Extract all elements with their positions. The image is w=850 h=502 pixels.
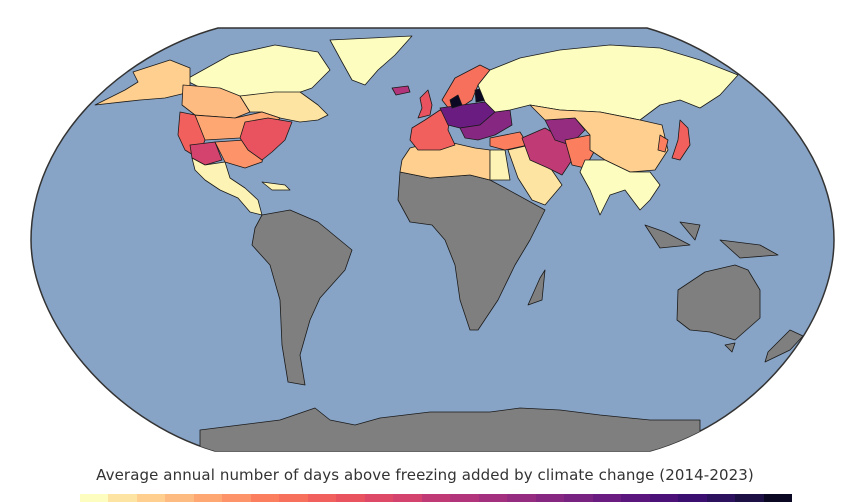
region-western-europe	[409, 109, 456, 151]
colorbar-segment	[364, 494, 394, 502]
colorbar	[80, 494, 793, 502]
region-alaska	[94, 59, 191, 106]
colorbar-segment	[706, 494, 736, 502]
colorbar-segment	[507, 494, 536, 502]
region-south-america	[251, 209, 353, 386]
colorbar-segment	[80, 494, 109, 502]
region-turkey	[489, 131, 529, 151]
colorbar-segment	[136, 494, 166, 502]
colorbar-segment	[222, 494, 251, 502]
region-egypt	[489, 149, 511, 181]
region-madagascar	[527, 269, 546, 306]
colorbar-segment	[421, 494, 451, 502]
colorbar-segment	[763, 494, 793, 502]
region-china	[529, 104, 669, 173]
region-australia	[676, 264, 761, 341]
colorbar-segment	[108, 494, 137, 502]
region-greenland	[329, 35, 413, 86]
region-tasmania	[724, 342, 736, 353]
region-indonesia	[644, 221, 779, 259]
colorbar-title: Average annual number of days above free…	[96, 466, 754, 484]
region-eastern-europe	[459, 109, 513, 141]
region-usa-east	[239, 117, 293, 161]
colorbar-segment	[678, 494, 707, 502]
colorbar-segment	[165, 494, 194, 502]
region-iceland	[391, 85, 411, 96]
colorbar-segment	[478, 494, 508, 502]
colorbar-segment	[450, 494, 479, 502]
region-usa-southwest	[189, 141, 223, 166]
colorbar-segment	[621, 494, 650, 502]
colorbar-segment	[279, 494, 308, 502]
region-uk	[417, 89, 433, 119]
region-russia	[477, 44, 739, 121]
region-india-se-asia	[579, 159, 661, 216]
region-canada-west	[181, 84, 251, 119]
colorbar-segment	[564, 494, 593, 502]
colorbar-segment	[307, 494, 337, 502]
world-map	[30, 27, 835, 452]
colorbar-segment	[393, 494, 422, 502]
region-korea	[657, 134, 669, 153]
colorbar-segment	[735, 494, 764, 502]
region-cuba	[261, 181, 291, 191]
colorbar-segment	[592, 494, 622, 502]
colorbar-segment	[336, 494, 365, 502]
colorbar-segment	[250, 494, 280, 502]
colorbar-segment	[535, 494, 565, 502]
colorbar-segment	[193, 494, 223, 502]
colorbar-segment	[649, 494, 679, 502]
region-japan	[671, 119, 691, 161]
region-new-zealand	[764, 329, 804, 363]
region-canada-east	[239, 91, 329, 123]
